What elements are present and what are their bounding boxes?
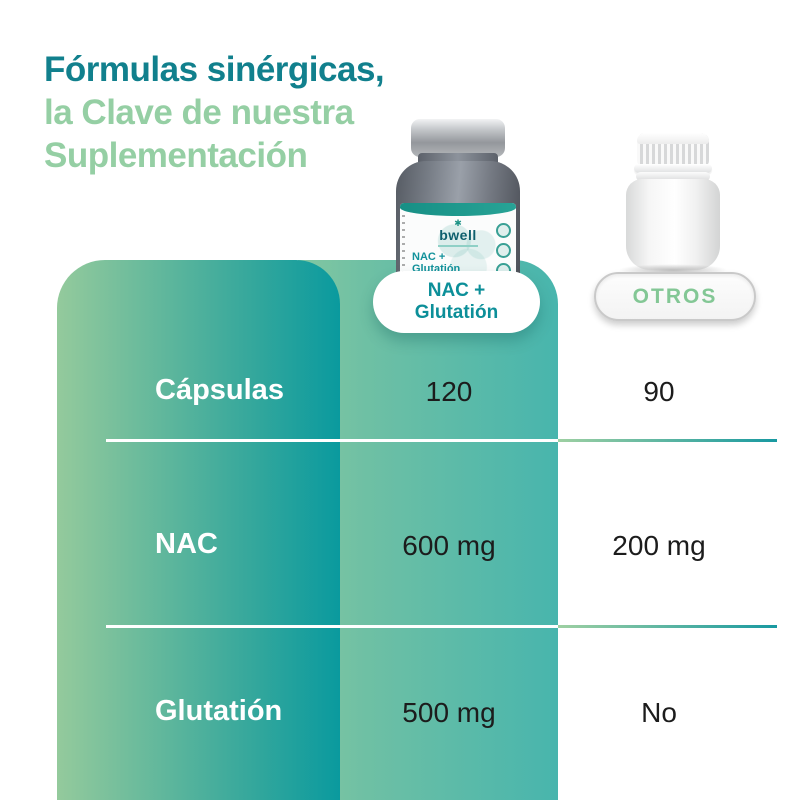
row-divider [558,625,777,628]
title-line-1: Fórmulas sinérgicas, [44,50,385,89]
row-label-capsulas: Cápsulas [155,374,284,406]
row-divider [106,625,558,628]
bottle-cap [411,119,505,157]
cell-otros-glutation: No [641,697,677,728]
row-label-nac: NAC [155,528,218,560]
badge-label: OTROS [632,284,718,308]
bwell-product-bottle: ✱ bwell NAC + Glutatión 120 [396,119,520,295]
bottle-cap-top [637,133,709,144]
row-label-glutation: Glutatión [155,695,283,727]
cell-otros-capsulas: 90 [643,376,675,407]
bottle-neck-ring [634,164,712,173]
row-label-panel [57,260,340,800]
cell-otros-nac: 200 mg [612,530,706,561]
column-badge-nac-glutation: NAC + Glutatión [373,271,540,333]
row-divider [558,439,777,442]
badge-line-1: NAC + [427,280,486,301]
label-teal-band [400,203,516,216]
brand-logo-text: bwell [439,227,477,243]
column-badge-otros: OTROS [594,272,756,321]
bottle-neck-ring [636,172,710,181]
otros-product-bottle [618,133,728,276]
row-divider [106,439,558,442]
title-line-3: Suplementación [44,136,308,175]
starburst-icon: ✱ [454,218,462,228]
bottle-body [626,179,720,270]
cell-bwell-nac: 600 mg [402,530,496,561]
title-line-2: la Clave de nuestra [44,93,354,132]
seal-icon [496,223,511,238]
brand-rule [438,245,478,247]
bwell-value-column [298,260,558,800]
seal-icon [496,243,511,258]
cell-bwell-capsulas: 120 [425,376,473,407]
label-side-ticks [402,215,405,277]
page-title: Fórmulas sinérgicas, la Clave de nuestra… [44,48,385,177]
label-product-line-1: NAC + [412,251,446,263]
cell-bwell-glutation: 500 mg [402,697,496,728]
badge-line-2: Glutatión [414,302,499,323]
